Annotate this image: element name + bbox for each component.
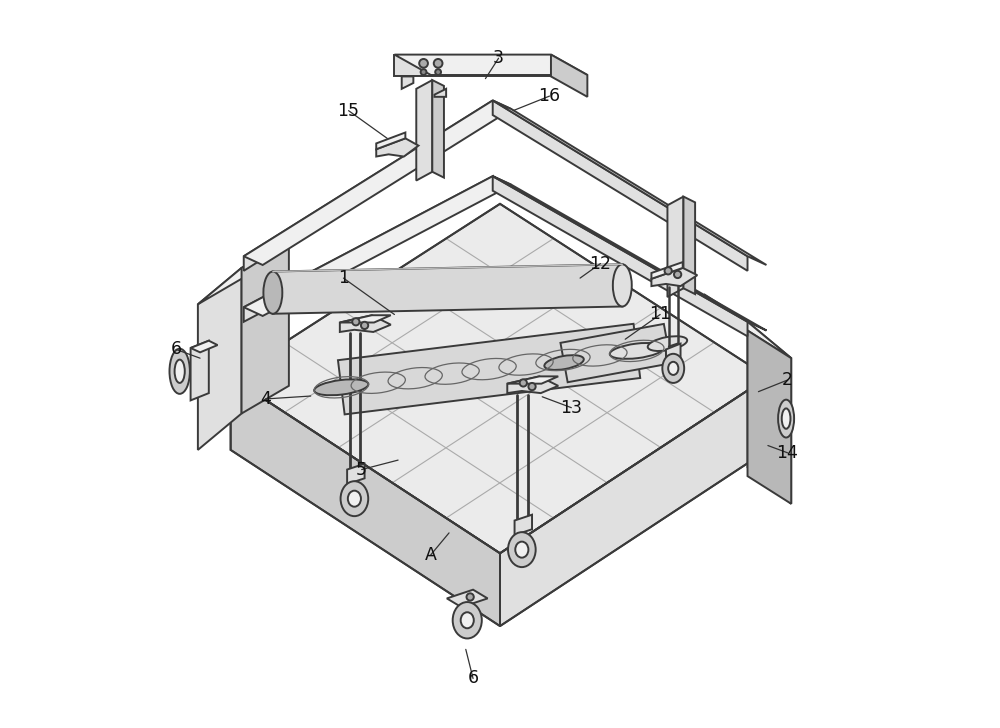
Ellipse shape [662,354,684,383]
Ellipse shape [508,532,536,567]
Polygon shape [748,322,791,504]
Text: A: A [425,546,437,563]
Polygon shape [704,294,791,358]
Ellipse shape [544,355,584,370]
Polygon shape [493,100,766,265]
Polygon shape [244,100,493,271]
Text: 3: 3 [493,50,504,67]
Circle shape [352,318,359,325]
Polygon shape [231,204,768,553]
Text: 12: 12 [589,255,611,272]
Polygon shape [244,100,512,265]
Polygon shape [376,138,418,157]
Text: 4: 4 [260,390,271,408]
Polygon shape [434,89,446,97]
Polygon shape [507,376,558,393]
Polygon shape [340,315,391,323]
Polygon shape [244,176,493,322]
Polygon shape [651,268,697,286]
Polygon shape [493,100,748,271]
Circle shape [435,69,441,75]
Ellipse shape [461,612,474,628]
Circle shape [520,379,527,387]
Polygon shape [493,176,748,336]
Polygon shape [447,590,488,607]
Polygon shape [666,344,681,364]
Polygon shape [394,55,551,76]
Polygon shape [416,80,432,181]
Circle shape [528,383,536,390]
Text: 1: 1 [338,269,349,287]
Polygon shape [432,80,444,178]
Polygon shape [340,315,391,332]
Circle shape [421,69,426,75]
Polygon shape [493,176,766,331]
Ellipse shape [668,362,678,375]
Ellipse shape [648,336,687,351]
Polygon shape [338,324,640,414]
Text: 15: 15 [338,102,360,119]
Polygon shape [667,197,683,297]
Ellipse shape [453,602,482,638]
Ellipse shape [341,481,368,516]
Circle shape [434,59,442,68]
Polygon shape [347,464,365,484]
Polygon shape [515,515,532,535]
Polygon shape [273,264,622,314]
Circle shape [419,59,428,68]
Polygon shape [748,331,791,504]
Text: 13: 13 [560,399,582,416]
Polygon shape [244,176,512,316]
Polygon shape [651,262,683,279]
Text: 6: 6 [170,341,182,358]
Ellipse shape [169,349,190,394]
Polygon shape [551,55,587,97]
Text: 14: 14 [777,444,798,462]
Circle shape [674,271,681,278]
Polygon shape [500,377,768,626]
Ellipse shape [175,360,185,383]
Polygon shape [242,240,289,414]
Text: 16: 16 [538,87,561,105]
Circle shape [361,322,368,329]
Circle shape [467,593,474,601]
Ellipse shape [613,264,632,306]
Text: 6: 6 [468,670,479,687]
Polygon shape [198,268,242,450]
Polygon shape [191,341,218,352]
Circle shape [665,267,672,274]
Polygon shape [402,76,413,89]
Ellipse shape [778,400,794,438]
Polygon shape [683,197,695,294]
Polygon shape [231,377,500,626]
Polygon shape [191,341,209,400]
Ellipse shape [348,491,361,507]
Polygon shape [507,376,558,384]
Polygon shape [394,55,587,75]
Ellipse shape [314,379,368,395]
Polygon shape [198,240,289,304]
Ellipse shape [610,343,664,359]
Polygon shape [560,324,671,382]
Ellipse shape [263,272,282,314]
Ellipse shape [515,542,528,558]
Text: 2: 2 [782,371,793,389]
Ellipse shape [782,408,790,429]
Text: 11: 11 [649,306,671,323]
Polygon shape [376,132,405,149]
Text: 5: 5 [356,461,367,478]
